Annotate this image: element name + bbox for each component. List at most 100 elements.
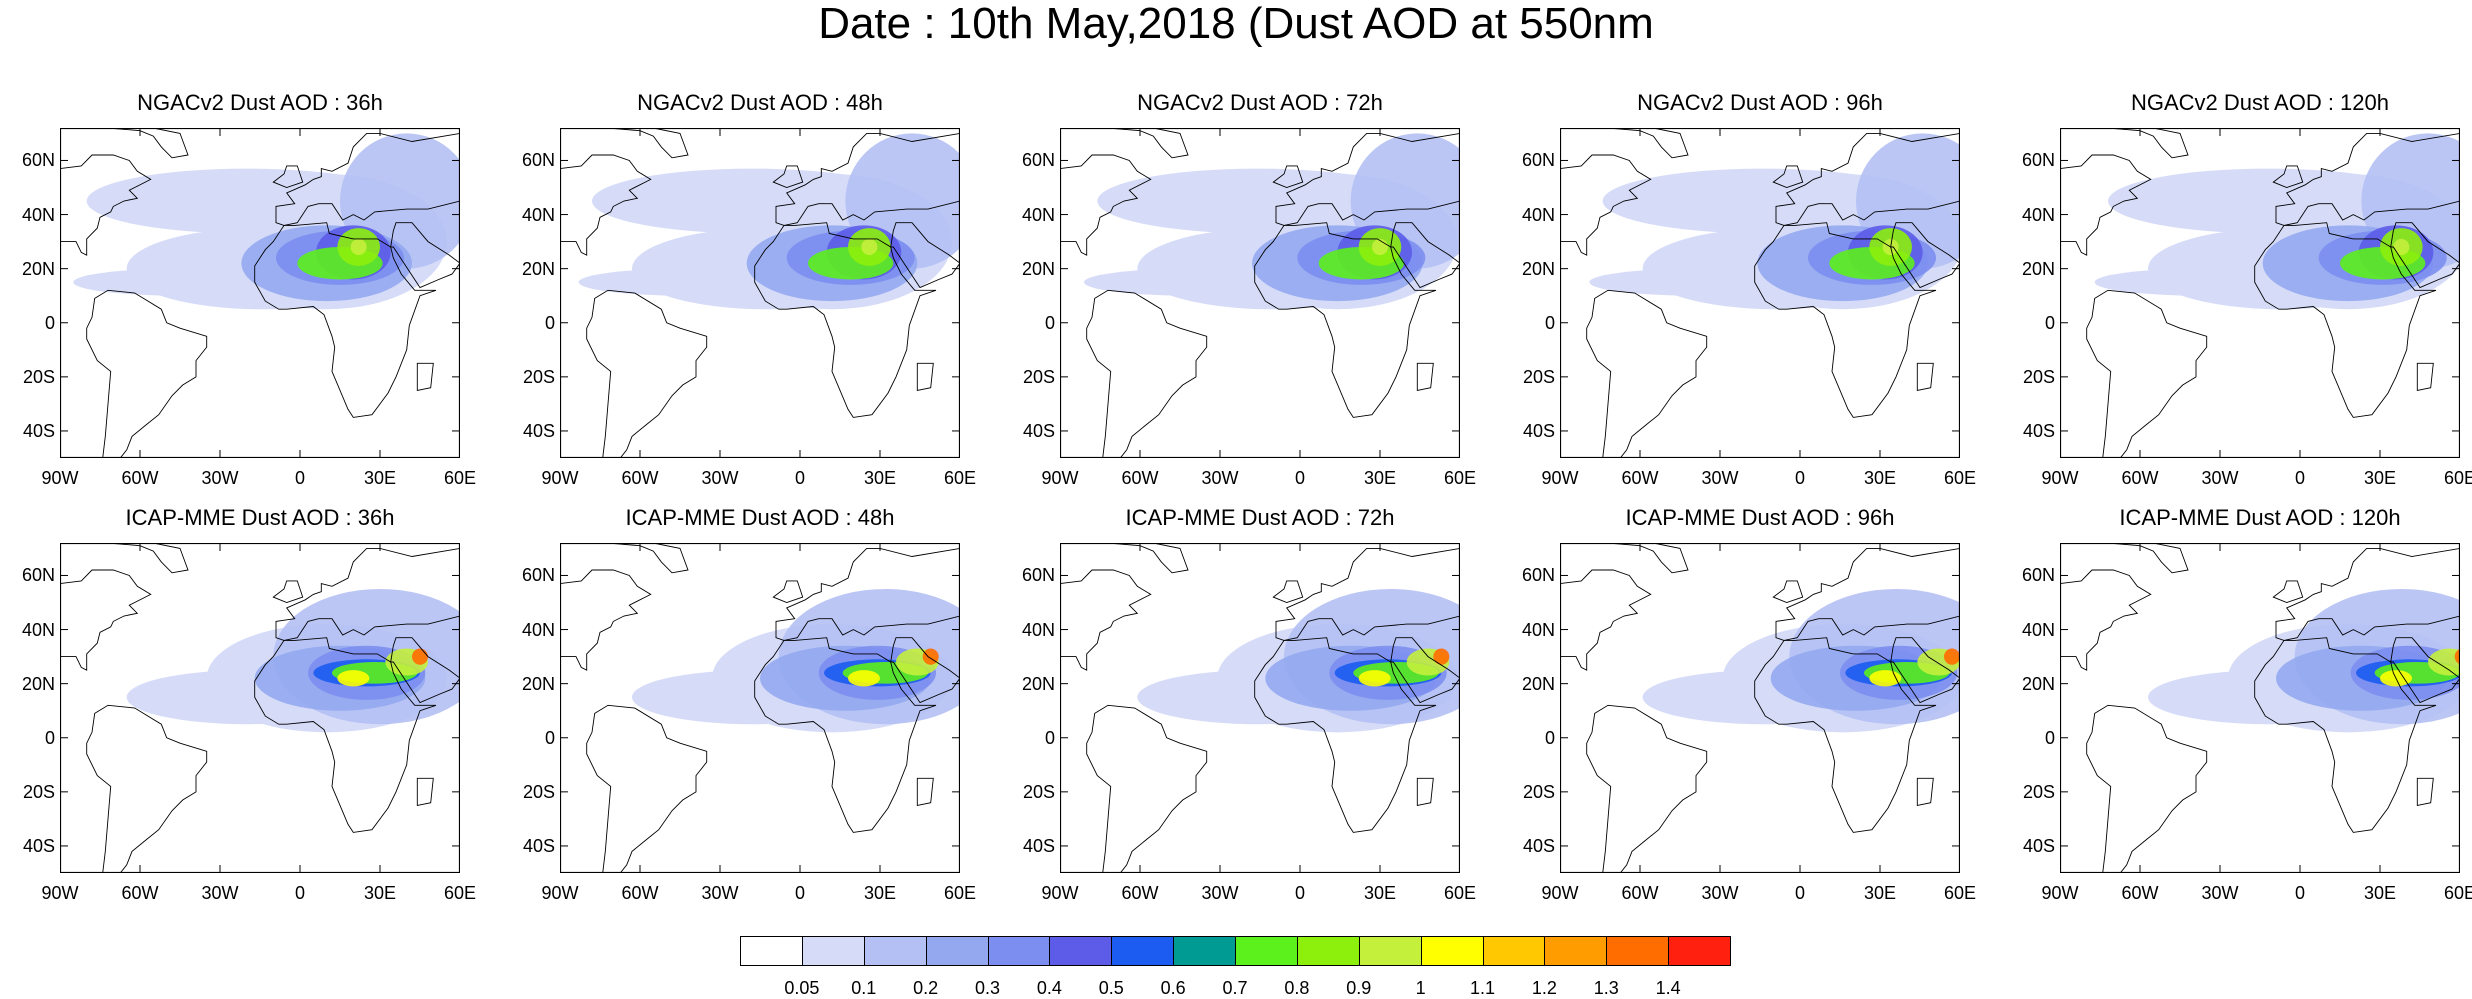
colorbar-swatch xyxy=(987,936,1051,966)
colorbar-tick-label: 0.5 xyxy=(1098,978,1124,998)
colorbar-swatch xyxy=(925,936,989,966)
coastline xyxy=(754,222,937,418)
colorbar-swatch xyxy=(1668,936,1731,966)
lon-label: 0 xyxy=(794,883,805,903)
dust-contour xyxy=(2454,648,2460,665)
lat-label: 0 xyxy=(1044,312,1055,333)
lat-label: 60N xyxy=(521,565,555,586)
dust-map xyxy=(2060,128,2460,458)
lon-label: 90W xyxy=(2041,883,2079,903)
coastline xyxy=(275,132,460,226)
lat-label: 20S xyxy=(1022,781,1055,802)
coastline xyxy=(1107,543,1189,574)
colorbar-tick-label: 0.4 xyxy=(1036,978,1062,998)
coastline xyxy=(107,543,189,574)
lon-label: 30E xyxy=(1363,468,1397,488)
dust-contour xyxy=(1433,648,1450,665)
lon-label: 30E xyxy=(2363,883,2397,903)
lon-label: 90W xyxy=(41,468,79,488)
map-panel: NGACv2 Dust AOD : 120h 60N 40N 20N 0 20S 40S 90… xyxy=(2005,90,2472,490)
coastline xyxy=(272,580,304,603)
lat-label: 20S xyxy=(1522,781,1555,802)
lon-label: 90W xyxy=(541,468,579,488)
lat-label: 20N xyxy=(1021,673,1055,694)
lon-label: 0 xyxy=(294,883,305,903)
lon-label: 30E xyxy=(1863,468,1897,488)
coastline xyxy=(1107,128,1189,159)
coastline xyxy=(586,289,708,458)
panel-title: NGACv2 Dust AOD : 72h xyxy=(1137,90,1383,115)
lon-label: 30W xyxy=(1701,468,1739,488)
coastline xyxy=(1416,777,1434,806)
lon-label: 60W xyxy=(2121,883,2159,903)
colorbar-swatch xyxy=(1296,936,1360,966)
coastline xyxy=(1775,132,1960,226)
coastline xyxy=(2275,547,2460,641)
coastline xyxy=(1272,165,1304,188)
dust-map xyxy=(1560,128,1960,458)
panel-title: ICAP-MME Dust AOD : 36h xyxy=(125,505,395,530)
coastline xyxy=(2060,154,2152,256)
lat-label: 60N xyxy=(1521,565,1555,586)
dust-contour xyxy=(1358,670,1391,687)
colorbar-tick-label: 0.3 xyxy=(974,978,1001,998)
coastline xyxy=(416,362,434,391)
lon-label: 30W xyxy=(201,883,239,903)
coastline xyxy=(754,637,937,833)
lat-label: 20S xyxy=(522,781,555,802)
lat-label: 40N xyxy=(521,204,555,225)
coastline xyxy=(2086,289,2208,458)
dust-contour xyxy=(337,670,370,687)
coastline xyxy=(2272,580,2304,603)
colorbar-swatch xyxy=(1173,936,1236,966)
map-panel: NGACv2 Dust AOD : 72h 60N 40N 20N 0 20S 40S 90W… xyxy=(1005,90,1485,490)
dust-contour xyxy=(592,168,912,234)
colorbar-tick-label: 0.1 xyxy=(851,978,877,998)
dust-map xyxy=(1060,128,1460,458)
lat-label: 60N xyxy=(21,150,55,171)
lon-label: 0 xyxy=(1294,883,1305,903)
coastline xyxy=(2060,569,2152,671)
lon-label: 90W xyxy=(541,883,579,903)
coastline xyxy=(1254,637,1437,833)
lon-label: 60W xyxy=(1121,883,1159,903)
coastline xyxy=(1607,128,1689,159)
lon-label: 90W xyxy=(1541,468,1579,488)
lat-label: 40N xyxy=(521,619,555,640)
lat-label: 40S xyxy=(522,420,555,441)
panel-title: ICAP-MME Dust AOD : 72h xyxy=(1125,505,1395,530)
lat-label: 40S xyxy=(22,420,55,441)
lat-label: 40S xyxy=(2022,420,2055,441)
coastline xyxy=(86,289,208,458)
lon-label: 60E xyxy=(943,883,977,903)
lon-label: 30E xyxy=(863,883,897,903)
lat-label: 20N xyxy=(1021,258,1055,279)
colorbar-tick-label: 0.9 xyxy=(1346,978,1372,998)
colorbar-tick-label: 0.8 xyxy=(1284,978,1310,998)
lat-label: 40N xyxy=(1021,619,1055,640)
lon-label: 90W xyxy=(1041,468,1079,488)
dust-contour xyxy=(1372,238,1388,256)
lat-label: 60N xyxy=(2021,150,2055,171)
lat-label: 60N xyxy=(1521,150,1555,171)
dust-contour xyxy=(861,238,878,256)
lat-label: 20N xyxy=(521,673,555,694)
colorbar-swatch xyxy=(1358,936,1422,966)
lon-label: 30W xyxy=(1201,468,1239,488)
lon-label: 0 xyxy=(2294,468,2305,488)
lon-label: 90W xyxy=(1541,883,1579,903)
coastline xyxy=(916,362,934,391)
coastline xyxy=(60,569,152,671)
lon-label: 30E xyxy=(1363,883,1397,903)
coastline xyxy=(1560,569,1652,671)
lon-label: 90W xyxy=(1041,883,1079,903)
map-panel: ICAP-MME Dust AOD : 120h 60N 40N 20N 0 20S 40S… xyxy=(2005,505,2472,905)
coastline xyxy=(2275,132,2460,226)
lat-label: 40S xyxy=(1022,835,1055,856)
colorbar-tick-label: 1.4 xyxy=(1655,978,1681,998)
lat-label: 20S xyxy=(22,781,55,802)
map-panel: ICAP-MME Dust AOD : 48h 60N 40N 20N 0 20S 40S 9… xyxy=(505,505,985,905)
lon-label: 30W xyxy=(2201,883,2239,903)
lon-label: 60W xyxy=(621,883,659,903)
lat-label: 60N xyxy=(1021,565,1055,586)
